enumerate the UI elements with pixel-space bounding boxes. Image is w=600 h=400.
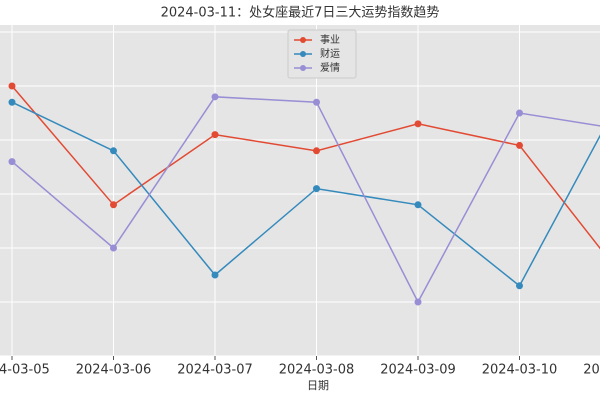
data-point (414, 298, 422, 306)
legend-label: 爱情 (320, 61, 340, 74)
data-point (313, 185, 320, 193)
data-point (516, 282, 523, 290)
x-tick-label: 2024-03-10 (482, 363, 558, 378)
legend-marker (300, 65, 306, 71)
data-point (110, 147, 117, 155)
data-point (516, 141, 523, 149)
x-tick-label: 2024-03-08 (279, 363, 355, 378)
legend-marker (300, 51, 306, 57)
x-tick-label: 2024-03-06 (76, 363, 152, 378)
x-tick-label: 2024-03-07 (177, 363, 253, 378)
data-point (313, 147, 320, 155)
plot-area (0, 25, 600, 356)
legend-marker (300, 37, 306, 43)
x-tick-label: 2024-03-11 (583, 363, 600, 378)
legend-label: 财运 (320, 47, 340, 60)
data-point (211, 271, 219, 279)
data-point (414, 120, 422, 128)
data-point (211, 131, 219, 139)
x-tick-label: 2024-03-09 (380, 363, 456, 378)
data-point (110, 201, 117, 209)
x-tick-label: 2024-03-05 (0, 363, 50, 378)
data-point (110, 244, 117, 252)
legend-label: 事业 (320, 33, 340, 46)
data-point (516, 109, 523, 117)
data-point (211, 93, 219, 101)
data-point (313, 98, 320, 106)
data-point (414, 201, 422, 209)
data-point (8, 98, 16, 106)
data-point (8, 158, 16, 166)
chart-title: 2024-03-11：处女座最近7日三大运势指数趋势 (161, 5, 440, 21)
data-point (8, 82, 16, 90)
x-axis-label: 日期 (307, 379, 329, 392)
